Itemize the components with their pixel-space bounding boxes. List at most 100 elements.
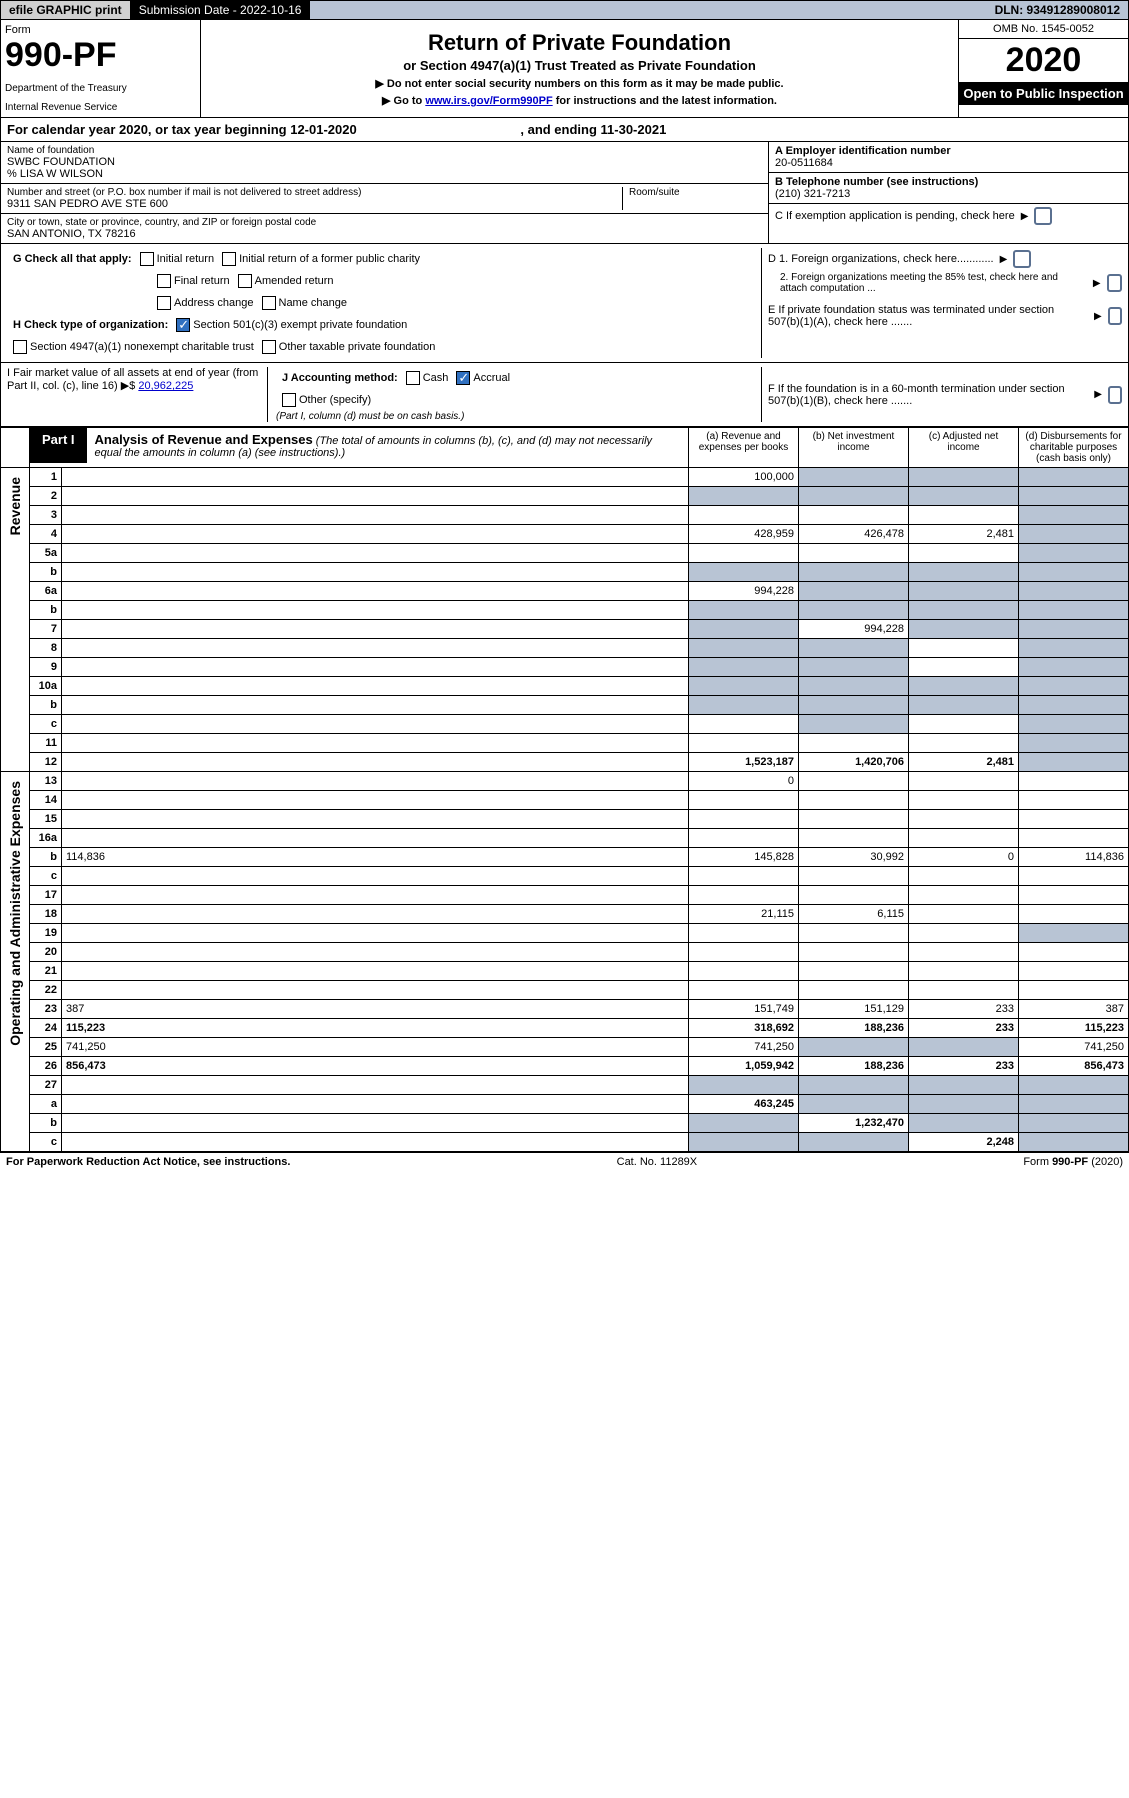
cell-b — [799, 468, 909, 487]
h-row: H Check type of organization: Section 50… — [7, 314, 755, 336]
opt-cash: Cash — [423, 372, 449, 384]
cb-4947[interactable] — [13, 340, 27, 354]
line-description — [62, 791, 689, 810]
table-row: 16a — [1, 829, 1129, 848]
cb-cash[interactable] — [406, 371, 420, 385]
table-row: 23387151,749151,129233387 — [1, 1000, 1129, 1019]
opt-501c3: Section 501(c)(3) exempt private foundat… — [193, 319, 407, 331]
cell-d — [1019, 582, 1129, 601]
cell-b — [799, 601, 909, 620]
d-e-col: D 1. Foreign organizations, check here..… — [762, 248, 1122, 358]
form-header: Form 990-PF Department of the Treasury I… — [0, 20, 1129, 118]
cell-d — [1019, 525, 1129, 544]
line-number: 24 — [30, 1019, 62, 1038]
cell-a — [689, 886, 799, 905]
cell-d — [1019, 1114, 1129, 1133]
phone-cell: B Telephone number (see instructions) (2… — [769, 173, 1128, 204]
cell-a — [689, 1114, 799, 1133]
cell-b: 188,236 — [799, 1019, 909, 1038]
cell-d — [1019, 753, 1129, 772]
line-description — [62, 829, 689, 848]
e-checkbox[interactable] — [1108, 307, 1122, 325]
cb-initial-former[interactable] — [222, 252, 236, 266]
e-label: E If private foundation status was termi… — [768, 304, 1088, 328]
cell-c — [909, 468, 1019, 487]
cb-amended[interactable] — [238, 274, 252, 288]
fmv-value: 20,962,225 — [138, 380, 193, 392]
cell-c — [909, 544, 1019, 563]
line-description — [62, 1133, 689, 1152]
line-description: 856,473 — [62, 1057, 689, 1076]
col-c-header: (c) Adjusted net income — [909, 428, 1019, 468]
cell-b — [799, 506, 909, 525]
cell-b — [799, 829, 909, 848]
cell-c: 2,481 — [909, 753, 1019, 772]
line-description: 741,250 — [62, 1038, 689, 1057]
table-row: 7994,228 — [1, 620, 1129, 639]
cell-a — [689, 620, 799, 639]
cell-c — [909, 791, 1019, 810]
opt-name: Name change — [279, 297, 348, 309]
cell-d — [1019, 544, 1129, 563]
efile-print-button[interactable]: efile GRAPHIC print — [1, 1, 131, 19]
opt-other-method: Other (specify) — [299, 394, 371, 406]
table-row: Operating and Administrative Expenses130 — [1, 772, 1129, 791]
cb-501c3[interactable] — [176, 318, 190, 332]
cell-c — [909, 905, 1019, 924]
opt-initial: Initial return — [157, 253, 214, 265]
table-row: 5a — [1, 544, 1129, 563]
cell-b — [799, 563, 909, 582]
table-row: 4428,959426,4782,481 — [1, 525, 1129, 544]
cell-a — [689, 677, 799, 696]
instr-2: ▶ Go to www.irs.gov/Form990PF for instru… — [211, 94, 948, 107]
cb-other-tax[interactable] — [262, 340, 276, 354]
cell-a — [689, 544, 799, 563]
d2-checkbox[interactable] — [1107, 274, 1122, 292]
omb-number: OMB No. 1545-0052 — [959, 20, 1128, 39]
d1-checkbox[interactable] — [1013, 250, 1031, 268]
cell-c — [909, 696, 1019, 715]
cell-a: 100,000 — [689, 468, 799, 487]
footer-right: Form 990-PF (2020) — [1023, 1156, 1123, 1168]
cell-b — [799, 1133, 909, 1152]
cb-other-method[interactable] — [282, 393, 296, 407]
line-number: 26 — [30, 1057, 62, 1076]
line-number: 23 — [30, 1000, 62, 1019]
line-description — [62, 1095, 689, 1114]
cell-b — [799, 867, 909, 886]
j-other-row: Other (specify) — [276, 389, 755, 411]
cb-addr-change[interactable] — [157, 296, 171, 310]
cb-initial-return[interactable] — [140, 252, 154, 266]
cell-c — [909, 1114, 1019, 1133]
opt-4947: Section 4947(a)(1) nonexempt charitable … — [30, 341, 254, 353]
cell-b — [799, 1095, 909, 1114]
cell-c: 233 — [909, 1019, 1019, 1038]
cb-final[interactable] — [157, 274, 171, 288]
cell-d: 387 — [1019, 1000, 1129, 1019]
header-left: Form 990-PF Department of the Treasury I… — [1, 20, 201, 117]
line-number: b — [30, 848, 62, 867]
cell-a — [689, 924, 799, 943]
cell-a — [689, 962, 799, 981]
line-number: 5a — [30, 544, 62, 563]
cell-a: 741,250 — [689, 1038, 799, 1057]
table-row: a463,245 — [1, 1095, 1129, 1114]
h-label: H Check type of organization: — [13, 319, 168, 331]
cell-a — [689, 696, 799, 715]
line-number: 3 — [30, 506, 62, 525]
line-number: c — [30, 1133, 62, 1152]
cell-b — [799, 886, 909, 905]
opt-other-tax: Other taxable private foundation — [279, 341, 436, 353]
line-description — [62, 468, 689, 487]
c-checkbox[interactable] — [1034, 207, 1052, 225]
cell-b — [799, 1038, 909, 1057]
cell-c — [909, 962, 1019, 981]
cell-c — [909, 734, 1019, 753]
cb-accrual[interactable] — [456, 371, 470, 385]
f-checkbox[interactable] — [1108, 386, 1122, 404]
table-row: 9 — [1, 658, 1129, 677]
opt-amended: Amended return — [255, 275, 334, 287]
irs-link[interactable]: www.irs.gov/Form990PF — [425, 95, 552, 107]
cb-name-change[interactable] — [262, 296, 276, 310]
line-description — [62, 696, 689, 715]
